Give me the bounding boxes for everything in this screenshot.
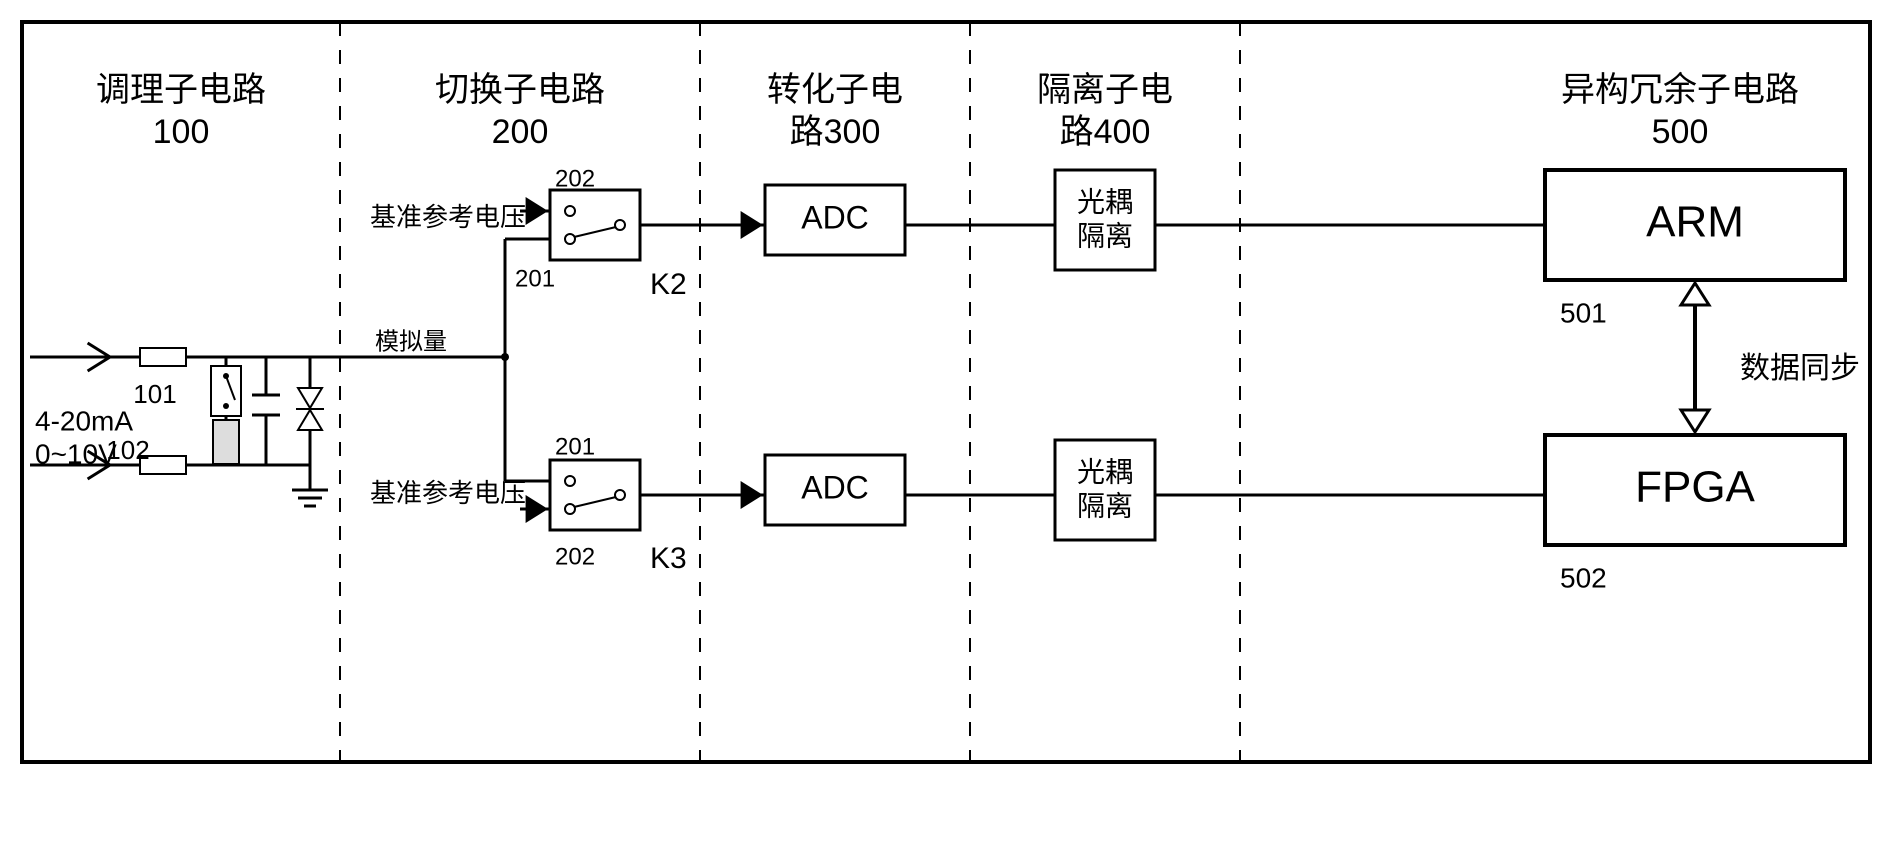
svg-text:光耦: 光耦 <box>1077 186 1133 217</box>
resistor-101 <box>140 348 186 366</box>
input-range-current: 4-20mA <box>35 405 133 436</box>
block-diagram: 调理子电路 100 切换子电路 200 转化子电路300 隔离子电路400 异构冗余子电路 5… <box>0 0 1892 844</box>
section-title: 路300 <box>790 113 881 151</box>
outer-border <box>22 22 1870 762</box>
section-title: 路400 <box>1060 113 1151 151</box>
section-title: 调理子电路 <box>96 71 266 109</box>
terminal-201: 201 <box>515 265 555 292</box>
section-title: 异构冗余子电路 <box>1561 71 1799 109</box>
svg-text:隔离: 隔离 <box>1077 220 1133 251</box>
section-title: 转化子电 <box>767 71 903 109</box>
section-title: 隔离子电 <box>1037 71 1173 109</box>
ref-voltage-label: 基准参考电压 <box>370 202 526 232</box>
svg-text:光耦: 光耦 <box>1077 456 1133 487</box>
svg-text:FPGA: FPGA <box>1635 463 1755 512</box>
resistor-102 <box>213 420 239 464</box>
analog-label: 模拟量 <box>375 328 447 355</box>
section-number: 200 <box>492 113 549 151</box>
label-501: 501 <box>1560 297 1607 328</box>
section-number: 500 <box>1652 113 1709 151</box>
svg-text:ADC: ADC <box>801 469 869 505</box>
section-title: 切换子电路 <box>435 71 605 109</box>
switch-K2 <box>550 190 640 260</box>
switch-K3 <box>550 460 640 530</box>
terminal-202: 202 <box>555 165 595 192</box>
terminal-202: 202 <box>555 543 595 570</box>
switch-name: K2 <box>650 268 687 301</box>
data-sync-label: 数据同步 <box>1740 352 1860 385</box>
label-101: 101 <box>133 379 176 409</box>
switch-name: K3 <box>650 542 687 575</box>
svg-text:ARM: ARM <box>1646 198 1744 247</box>
input-range-voltage: 0~10V <box>35 438 117 469</box>
ref-voltage-label: 基准参考电压 <box>370 478 526 508</box>
svg-text:隔离: 隔离 <box>1077 490 1133 521</box>
label-502: 502 <box>1560 562 1607 593</box>
terminal-201: 201 <box>555 433 595 460</box>
svg-text:ADC: ADC <box>801 199 869 235</box>
section-number: 100 <box>153 113 210 151</box>
